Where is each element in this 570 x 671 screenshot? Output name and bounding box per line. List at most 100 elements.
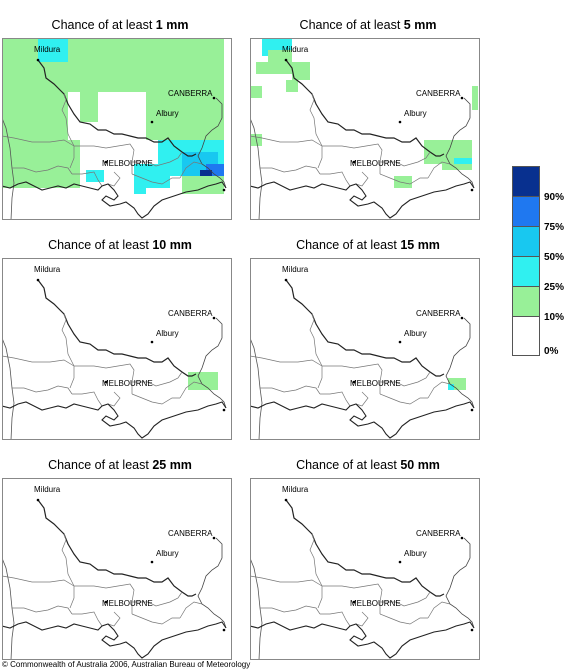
- map-frame: [250, 258, 480, 440]
- melbourne-label: MELBOURNE: [350, 379, 401, 388]
- albury-label: Albury: [404, 109, 427, 118]
- city-marker: [284, 498, 288, 502]
- city-marker: [398, 340, 402, 344]
- melbourne-label: MELBOURNE: [102, 379, 153, 388]
- probability-cell: [50, 92, 68, 128]
- district-boundary: [250, 135, 323, 147]
- state-border: [2, 258, 15, 440]
- murray-river: [285, 279, 445, 377]
- map-panel-1: Chance of at least 1 mm Mildura CANBERRA Al…: [2, 18, 238, 220]
- probability-cell: [286, 80, 298, 92]
- probability-cell: [56, 50, 68, 62]
- district-boundary: [260, 385, 321, 395]
- canberra-label: CANBERRA: [168, 309, 213, 318]
- city-marker: [470, 188, 474, 192]
- city-marker: [460, 316, 464, 320]
- district-boundary: [427, 601, 451, 619]
- district-boundary: [107, 171, 121, 187]
- probability-cell: [292, 62, 310, 80]
- city-marker: [222, 408, 226, 412]
- melbourne-label: MELBOURNE: [350, 159, 401, 168]
- mildura-label: Mildura: [34, 485, 61, 494]
- district-boundary: [427, 381, 451, 399]
- district-boundary: [72, 171, 103, 187]
- probability-cell: [442, 164, 472, 170]
- albury-label: Albury: [156, 329, 179, 338]
- map-panel-2: Chance of at least 5 mm Mildura CANBERRA Al…: [250, 18, 486, 220]
- map-panel-5: Chance of at least 25 mm Mildura CANBERRA A…: [2, 458, 238, 660]
- district-boundary: [74, 583, 135, 614]
- city-marker: [36, 498, 40, 502]
- mildura-label: Mildura: [34, 45, 61, 54]
- coastline: [250, 181, 475, 219]
- district-boundary: [179, 381, 203, 399]
- district-boundary: [380, 151, 431, 167]
- panel-title-prefix: Chance of at least: [48, 238, 149, 252]
- panel-title-amount: 10 mm: [152, 238, 192, 252]
- legend-label-90: 90%: [544, 192, 565, 203]
- panel-title-amount: 1 mm: [155, 18, 189, 32]
- legend-label-75: 75%: [544, 222, 565, 233]
- murray-river: [285, 499, 445, 597]
- district-boundary: [131, 613, 180, 625]
- city-marker: [398, 560, 402, 564]
- district-boundary: [2, 135, 75, 147]
- legend-swatch-10: [512, 286, 540, 317]
- probability-cell: [86, 170, 104, 182]
- legend-label-0: 0%: [544, 346, 559, 357]
- district-boundary: [322, 363, 383, 394]
- albury-label: Albury: [404, 549, 427, 558]
- legend-label-25: 25%: [544, 282, 565, 293]
- district-boundary: [379, 613, 428, 625]
- canberra-label: CANBERRA: [168, 89, 213, 98]
- district-boundary: [320, 611, 351, 627]
- nsw-border: [197, 317, 227, 409]
- legend-label-50: 50%: [544, 252, 565, 263]
- district-boundary: [320, 391, 351, 407]
- panel-title: Chance of at least 10 mm: [2, 238, 238, 252]
- city-marker: [212, 536, 216, 540]
- murray-river: [37, 279, 197, 377]
- legend-swatch-50: [512, 226, 540, 257]
- mildura-label: Mildura: [282, 265, 309, 274]
- district-boundary: [131, 393, 180, 405]
- district-boundary: [317, 586, 323, 609]
- panel-title: Chance of at least 50 mm: [250, 458, 486, 472]
- victoria-map: Mildura CANBERRA Albury MELBOURNE: [2, 478, 232, 660]
- mildura-label: Mildura: [34, 265, 61, 274]
- city-marker: [104, 160, 108, 164]
- city-marker: [212, 316, 216, 320]
- panel-title-prefix: Chance of at least: [299, 18, 401, 32]
- city-marker: [284, 278, 288, 282]
- legend-label-10: 10%: [544, 312, 565, 323]
- district-boundary: [355, 391, 369, 407]
- probability-cell: [134, 182, 146, 194]
- probability-cell: [80, 92, 98, 122]
- map-panel-4: Chance of at least 15 mm Mildura CANBERRA A…: [250, 238, 486, 440]
- copyright-notice: © Commonwealth of Australia 2006, Austra…: [2, 660, 251, 669]
- district-boundary: [12, 385, 73, 395]
- map-frame: [2, 478, 232, 660]
- district-boundary: [132, 591, 183, 607]
- victoria-map: Mildura CANBERRA Albury MELBOURNE: [250, 478, 480, 660]
- probability-cell: [188, 372, 218, 390]
- city-marker: [150, 340, 154, 344]
- canberra-label: CANBERRA: [416, 529, 461, 538]
- district-boundary: [355, 611, 369, 627]
- victoria-map: Mildura CANBERRA Albury MELBOURNE: [250, 38, 480, 220]
- map-panel-6: Chance of at least 50 mm Mildura CANBERRA A…: [250, 458, 486, 660]
- coastline: [2, 181, 227, 219]
- district-boundary: [250, 355, 323, 367]
- panel-title: Chance of at least 25 mm: [2, 458, 238, 472]
- city-marker: [284, 58, 288, 62]
- district-boundary: [12, 605, 73, 615]
- panel-title-prefix: Chance of at least: [296, 458, 397, 472]
- district-boundary: [309, 93, 323, 147]
- map-frame: [2, 258, 232, 440]
- probability-cell: [256, 62, 268, 74]
- panel-title: Chance of at least 5 mm: [250, 18, 486, 32]
- canberra-label: CANBERRA: [168, 529, 213, 538]
- district-boundary: [322, 143, 383, 174]
- coastline: [2, 401, 227, 439]
- district-boundary: [132, 371, 183, 387]
